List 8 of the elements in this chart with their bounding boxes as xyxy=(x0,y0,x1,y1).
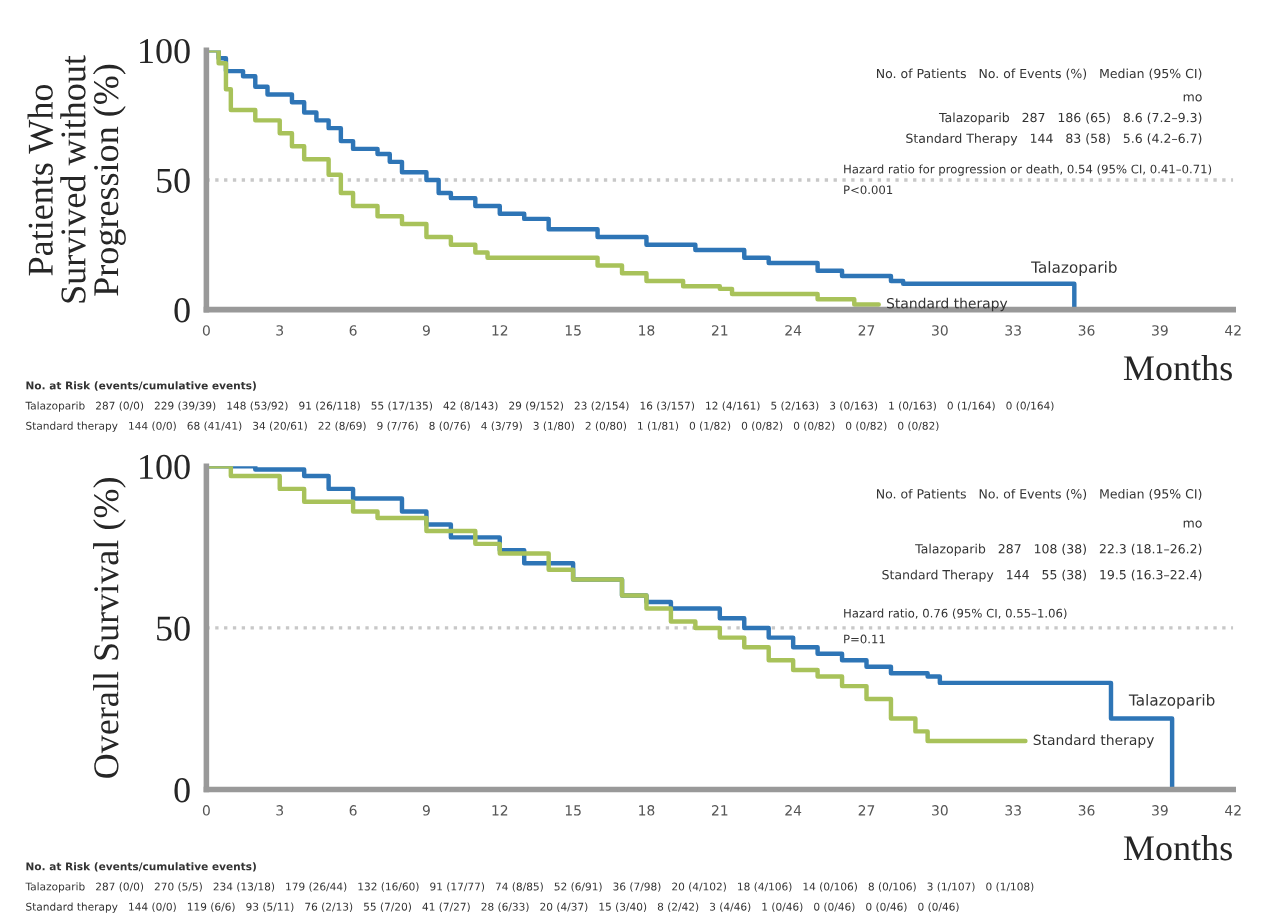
y-axis-title: Overall Survival (%) xyxy=(93,478,126,778)
y-axis-title: Patients Who Survived without Progression (%) xyxy=(27,55,126,303)
x-axis-title: Months xyxy=(1123,354,1232,381)
y-tick-label: 100 xyxy=(140,38,190,64)
y-tick-label: 50 xyxy=(157,168,190,193)
y-tick-label: 50 xyxy=(157,616,190,641)
y-tick-label: 100 xyxy=(140,454,190,480)
x-axis-title: Months xyxy=(1123,834,1232,861)
